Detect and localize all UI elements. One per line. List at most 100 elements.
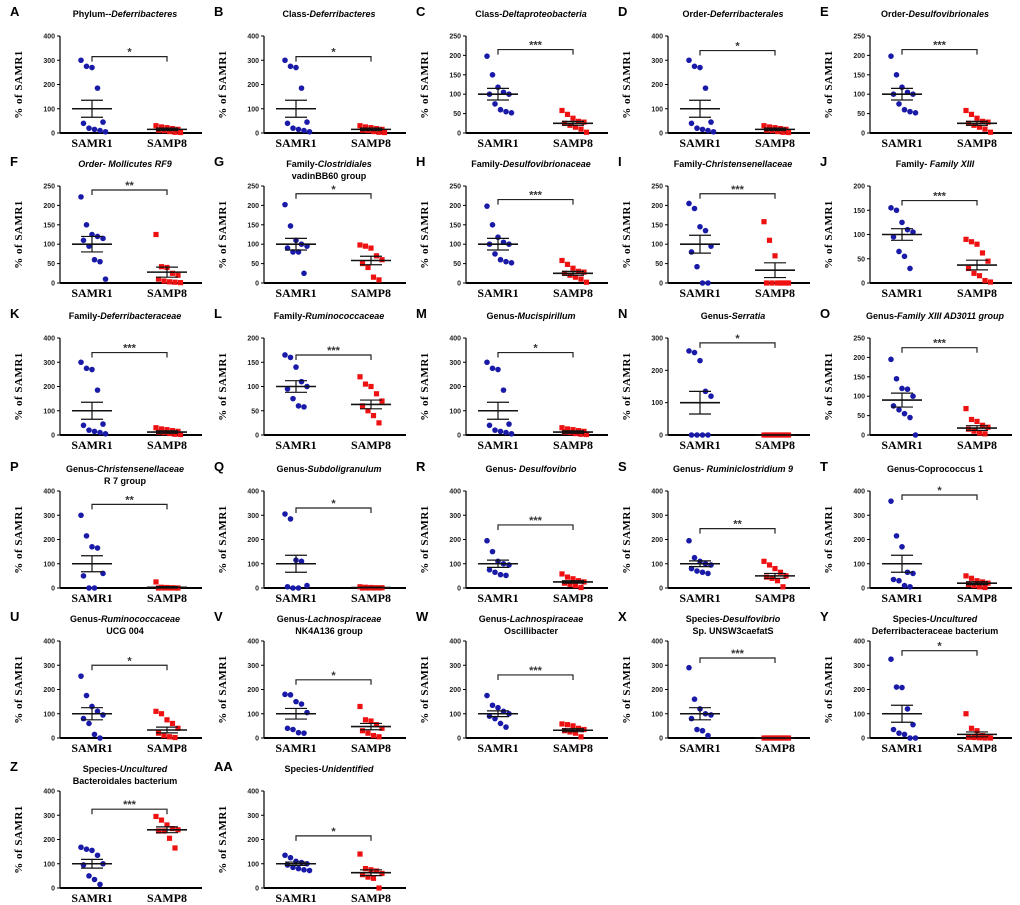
y-tick-label: 0 (255, 736, 259, 743)
y-tick-label: 100 (247, 561, 259, 568)
point-samp8 (761, 123, 767, 129)
point-samr1 (94, 852, 101, 859)
y-tick-label: 100 (247, 384, 259, 391)
point-samr1 (702, 227, 709, 234)
panel-title: Class-Deferribacteres (282, 9, 375, 19)
point-samr1 (306, 867, 313, 874)
y-tick-label: 400 (43, 336, 55, 343)
y-axis-label: % of SAMR1 (217, 200, 229, 269)
point-samp8 (769, 280, 775, 286)
y-tick-label: 0 (457, 131, 461, 138)
panel-title-part: Genus- (673, 464, 707, 474)
y-axis-label: % of SAMR1 (13, 655, 25, 724)
panel-chart: C Class-Deltaproteobacteria 0 50 100 150 200 25… (416, 4, 608, 150)
y-axis-label: % of SAMR1 (13, 50, 25, 119)
point-samr1 (295, 585, 302, 591)
x-tick-label-samp8: SAMP8 (755, 591, 795, 605)
point-samr1 (306, 128, 313, 135)
panel-title-part: Genus- (66, 464, 97, 474)
panel-chart: B Class-Deferribacteres 0 100 200 300 400 % of … (214, 4, 406, 150)
y-tick-label: 100 (853, 92, 865, 99)
panel-chart: W Genus-Lachnospiraceae Oscillibacter 0 100 2… (416, 609, 608, 755)
panel-title: Genus-Family XIII AD3011 group (866, 311, 1005, 321)
y-tick-label: 200 (449, 203, 461, 210)
point-samr1 (78, 57, 84, 64)
point-samp8 (564, 574, 571, 580)
point-samr1 (295, 126, 302, 133)
panel-chart: L Family-Ruminococcaceae 0 50 100 150 200 % of … (214, 306, 406, 452)
point-samr1 (907, 265, 913, 272)
point-samr1 (282, 352, 288, 358)
point-samp8 (976, 124, 983, 130)
y-axis-label: % of SAMR1 (621, 655, 633, 724)
point-samr1 (97, 127, 103, 134)
point-samr1 (293, 64, 299, 71)
y-tick-label: 400 (43, 34, 55, 41)
point-samr1 (102, 430, 109, 437)
x-tick-label-samr1: SAMR1 (881, 591, 922, 605)
panel-letter: W (416, 609, 429, 624)
panel-title-part: Ruminococcaceae (101, 614, 180, 624)
panel-j: J Family- Family XIII 0 50 100 150 200 % of SAM… (810, 150, 1014, 300)
y-tick-label: 400 (43, 489, 55, 496)
panel-letter: O (820, 306, 830, 321)
panel-letter: D (618, 4, 627, 19)
y-tick-label: 200 (651, 82, 663, 89)
panel-chart: Y Species-Uncultured Deferribacteraceae ba… (820, 609, 1012, 755)
y-tick-label: 100 (651, 242, 663, 249)
point-samp8 (963, 236, 969, 242)
point-samr1 (282, 852, 288, 859)
point-samr1 (893, 72, 900, 78)
y-tick-label: 0 (659, 736, 663, 743)
y-axis-label: % of SAMR1 (13, 805, 25, 874)
point-samr1 (89, 847, 95, 854)
y-tick-label: 300 (247, 813, 259, 820)
point-samr1 (287, 63, 294, 70)
point-samp8 (777, 569, 784, 575)
point-samr1 (899, 684, 905, 691)
point-samr1 (102, 128, 109, 135)
point-samr1 (699, 432, 706, 438)
panel-letter: Y (820, 609, 829, 624)
point-samr1 (503, 258, 509, 265)
point-samp8 (357, 851, 363, 857)
point-samr1 (102, 276, 109, 282)
point-samp8 (559, 107, 565, 114)
point-samr1 (83, 846, 90, 852)
y-tick-label: 300 (651, 58, 663, 65)
panel-letter: E (820, 4, 829, 19)
point-samr1 (506, 421, 512, 427)
point-samr1 (298, 378, 305, 385)
point-samp8 (982, 431, 988, 437)
panel-letter: L (214, 306, 222, 321)
point-samr1 (492, 101, 498, 107)
point-samr1 (284, 583, 291, 590)
panel-title: Genus-Ruminococcaceae (70, 614, 180, 624)
point-samr1 (284, 725, 291, 732)
y-tick-label: 150 (853, 374, 865, 381)
panel-letter: R (416, 459, 426, 474)
y-tick-label: 150 (247, 360, 259, 367)
y-axis-label: % of SAMR1 (419, 50, 431, 119)
point-samr1 (708, 393, 714, 399)
point-samr1 (503, 429, 509, 436)
y-tick-label: 50 (251, 408, 259, 415)
y-tick-label: 300 (449, 513, 461, 520)
point-samp8 (572, 274, 579, 280)
point-samr1 (91, 428, 98, 435)
point-samp8 (155, 276, 162, 282)
panel-u: U Genus-Ruminococcaceae UCG 004 0 100 200 300 4… (0, 605, 204, 755)
point-samp8 (583, 279, 590, 285)
point-samr1 (708, 119, 714, 125)
significance-label: *** (529, 515, 543, 527)
x-tick-label-samr1: SAMR1 (71, 438, 112, 452)
significance-bracket (295, 56, 372, 62)
point-samr1 (888, 498, 894, 504)
point-samr1 (697, 223, 703, 230)
point-samp8 (153, 708, 159, 714)
point-samr1 (78, 512, 84, 519)
point-samr1 (100, 119, 106, 125)
x-tick-label-samp8: SAMP8 (755, 136, 795, 150)
point-samr1 (910, 229, 916, 235)
x-tick-label-samr1: SAMR1 (275, 741, 316, 755)
